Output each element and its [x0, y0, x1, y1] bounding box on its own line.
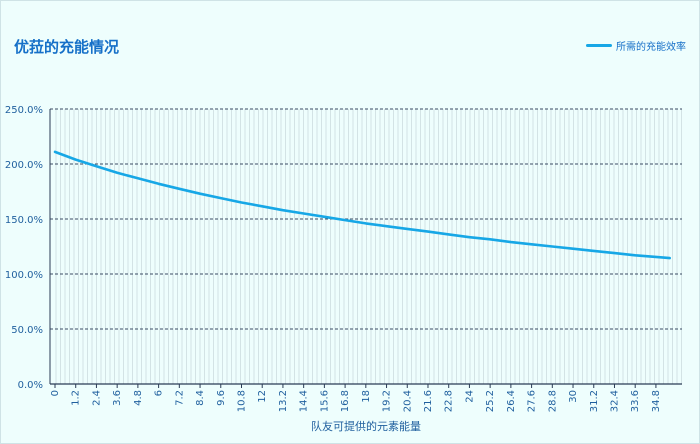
x-tick-label: 4.8 — [133, 390, 144, 406]
y-tick-label: 100.0% — [5, 270, 43, 281]
x-tick-label: 18 — [361, 390, 372, 403]
x-tick-label: 19.2 — [382, 390, 393, 412]
x-tick-label: 31.2 — [589, 390, 600, 412]
x-tick-label: 7.2 — [174, 390, 185, 406]
series-line — [53, 150, 671, 260]
x-tick-label: 9.6 — [216, 390, 227, 406]
x-tick-label: 6 — [154, 390, 165, 396]
x-tick-label: 12 — [257, 390, 268, 403]
x-tick-label: 32.4 — [609, 390, 620, 412]
x-tick-label: 13.2 — [278, 390, 289, 412]
x-tick-label: 26.4 — [506, 390, 517, 412]
y-tick-label: 0.0% — [18, 380, 43, 391]
x-tick-label: 21.6 — [423, 390, 434, 412]
y-tick-label: 250.0% — [5, 105, 43, 116]
x-tick-label: 0 — [50, 390, 61, 396]
legend-label: 所需的充能效率 — [616, 42, 686, 53]
x-tick-label: 3.6 — [112, 390, 123, 406]
x-tick-label: 2.4 — [91, 390, 102, 406]
x-tick-label: 25.2 — [485, 390, 496, 412]
x-tick-label: 22.8 — [444, 390, 455, 412]
y-tick-label: 200.0% — [5, 160, 43, 171]
y-tick-label: 50.0% — [11, 325, 43, 336]
x-tick-label: 20.4 — [402, 390, 413, 412]
x-tick-label: 27.6 — [527, 390, 538, 412]
x-tick-label: 8.4 — [195, 390, 206, 406]
x-tick-label: 10.8 — [236, 390, 247, 412]
x-tick-label: 14.4 — [299, 390, 310, 412]
x-tick-label: 15.6 — [319, 390, 330, 412]
x-tick-label: 28.8 — [547, 390, 558, 412]
x-tick-label: 24 — [464, 390, 475, 403]
x-axis-title: 队友可提供的元素能量 — [311, 419, 421, 433]
legend[interactable]: 所需的充能效率 — [586, 38, 686, 53]
x-tick-label: 30 — [568, 390, 579, 403]
legend-swatch — [586, 44, 612, 47]
x-tick-label: 1.2 — [71, 390, 82, 406]
x-tick-label: 34.8 — [651, 390, 662, 412]
x-tick-label: 33.6 — [630, 390, 641, 412]
chart-title: 优菈的充能情况 — [14, 38, 120, 56]
x-tick-label: 16.8 — [340, 390, 351, 412]
y-tick-label: 150.0% — [5, 215, 43, 226]
